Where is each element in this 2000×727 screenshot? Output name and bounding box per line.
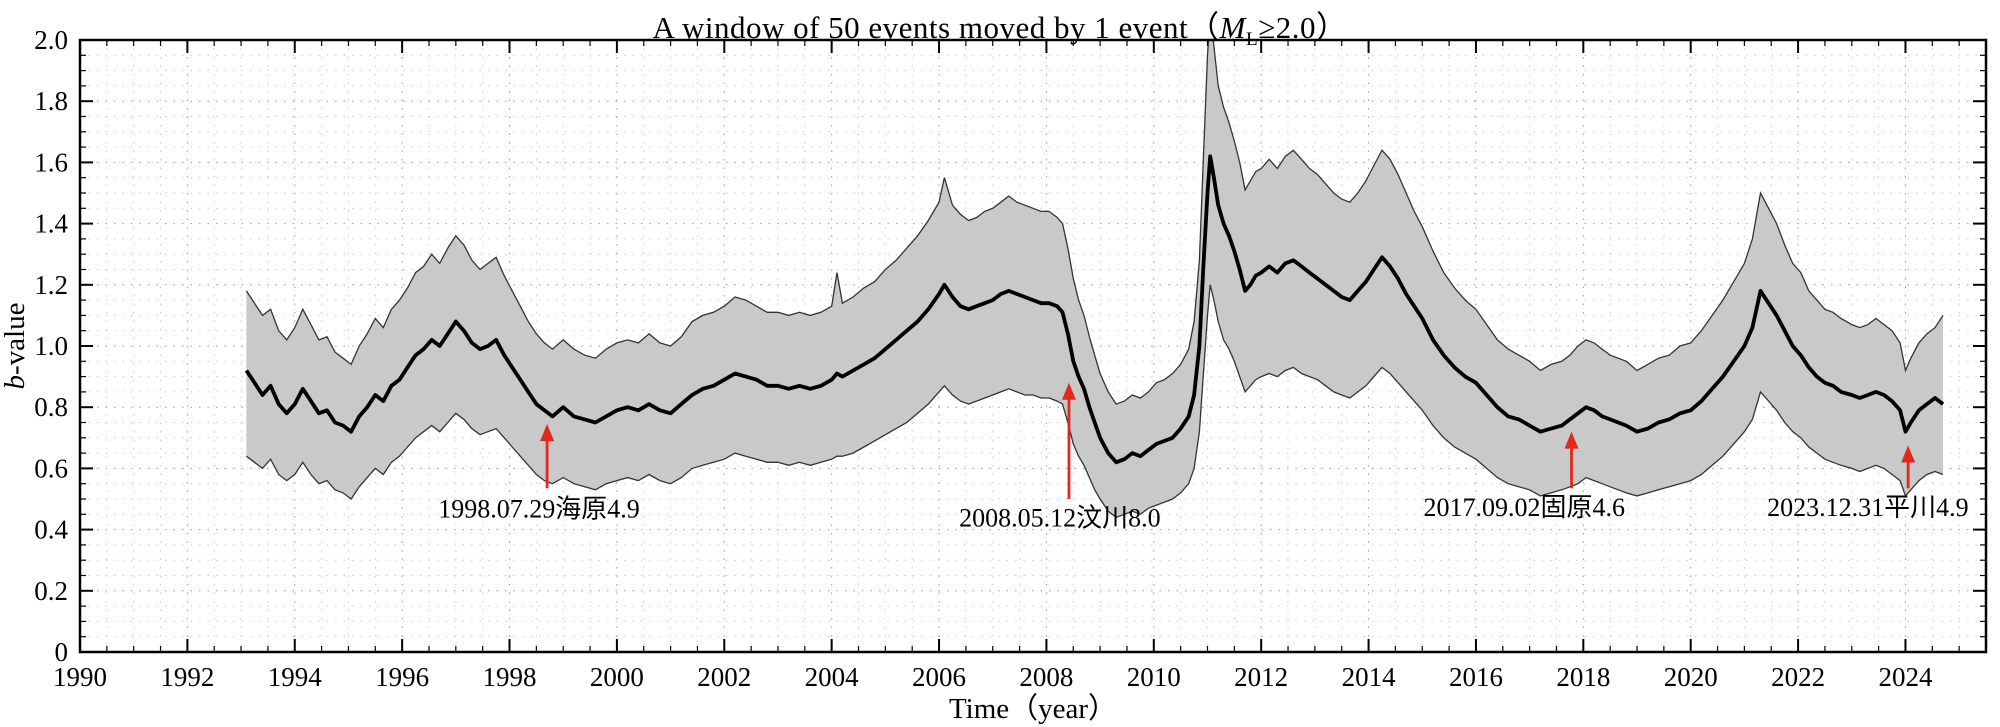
confidence-band-lower-edge	[246, 284, 1944, 519]
x-tick-label: 2014	[1342, 662, 1397, 692]
b-value-line	[244, 154, 1945, 465]
x-tick-label: 2016	[1449, 662, 1503, 692]
y-tick-label: 0.4	[34, 515, 68, 545]
x-tick-label: 1996	[375, 662, 429, 692]
y-tick-label: 1.0	[34, 331, 68, 361]
plot-layer	[244, 40, 1945, 519]
event-arrow-head	[1564, 431, 1579, 449]
event-annotation-label: 2023.12.31平川4.9	[1767, 493, 1969, 522]
x-tick-label: 2018	[1556, 662, 1610, 692]
event-annotation-label: 1998.07.29海原4.9	[438, 494, 640, 523]
x-tick-label: 2020	[1664, 662, 1718, 692]
y-tick-label: 1.2	[34, 270, 68, 300]
x-tick-label: 1992	[160, 662, 214, 692]
confidence-band-upper-edge	[245, 40, 1944, 405]
x-tick-label: 1990	[53, 662, 107, 692]
y-axis-label: b-value	[0, 303, 31, 390]
x-tick-label: 2024	[1878, 662, 1933, 692]
x-tick-labels: 1990 1992 1994 1996 1998 2000 2002 2004 2006 2008…	[53, 662, 1933, 692]
x-tick-label: 2022	[1771, 662, 1825, 692]
event-annotation: 2023.12.31平川4.9	[1767, 445, 1969, 522]
y-tick-label: 0	[55, 637, 69, 667]
x-tick-label: 1998	[483, 662, 537, 692]
confidence-band	[246, 40, 1943, 518]
event-arrow-head	[1901, 445, 1916, 463]
y-tick-labels: 0 0.2 0.4 0.6 0.8 1.0 1.2 1.4 1.6 1.8 2.0	[34, 25, 68, 667]
y-tick-label: 1.8	[34, 86, 68, 116]
x-tick-label: 2002	[697, 662, 751, 692]
x-tick-label: 2010	[1127, 662, 1181, 692]
x-tick-label: 1994	[268, 662, 323, 692]
event-annotations: 1998.07.29海原4.9 2008.05.12汶川8.0 2017.09.02…	[438, 382, 1969, 533]
y-tick-label: 0.2	[34, 576, 68, 606]
y-tick-label: 2.0	[34, 25, 68, 55]
event-annotation-label: 2017.09.02固原4.6	[1424, 493, 1626, 522]
x-tick-label: 2004	[805, 662, 860, 692]
event-arrow-head	[1061, 382, 1076, 400]
x-axis-label: Time（year）	[949, 693, 1117, 725]
x-tick-label: 2000	[590, 662, 644, 692]
axis-box	[78, 38, 1988, 654]
event-annotation: 2017.09.02固原4.6	[1424, 431, 1626, 522]
x-tick-label: 2006	[912, 662, 966, 692]
x-tick-label: 2012	[1234, 662, 1288, 692]
y-tick-label: 1.4	[34, 209, 68, 239]
event-annotation-label: 2008.05.12汶川8.0	[959, 504, 1161, 533]
y-tick-label: 0.8	[34, 392, 68, 422]
y-tick-label: 1.6	[34, 147, 68, 177]
event-annotation: 2008.05.12汶川8.0	[959, 382, 1161, 533]
x-tick-label: 2008	[1019, 662, 1073, 692]
event-annotation: 1998.07.29海原4.9	[438, 424, 640, 523]
y-tick-label: 0.6	[34, 453, 68, 483]
event-arrow-head	[540, 424, 555, 442]
